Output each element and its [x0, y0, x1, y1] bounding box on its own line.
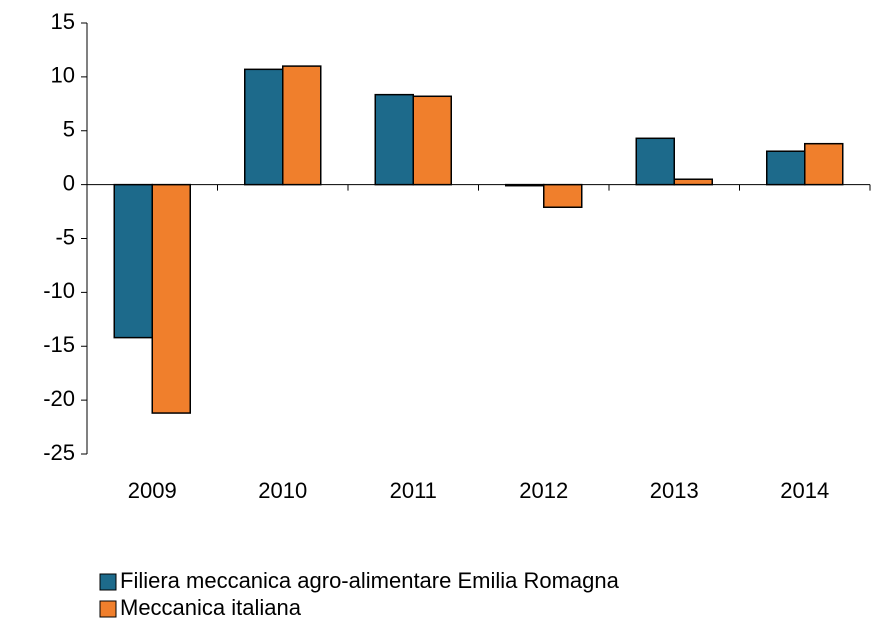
y-tick-label: 0 [63, 170, 75, 195]
bar [412, 95, 452, 186]
legend-swatch [99, 573, 117, 591]
x-tick-label: 2013 [650, 478, 699, 503]
x-tick-label: 2014 [780, 478, 829, 503]
bar [673, 178, 713, 186]
bar [374, 93, 414, 186]
bar [282, 65, 322, 186]
y-tick-label: 5 [63, 117, 75, 142]
bar [804, 142, 844, 186]
x-tick-label: 2010 [258, 478, 307, 503]
bar [635, 137, 675, 186]
bar [543, 183, 583, 209]
bar [151, 183, 191, 414]
legend-label: Filiera meccanica agro-alimentare Emilia… [120, 568, 620, 593]
x-tick-label: 2012 [519, 478, 568, 503]
y-tick-label: 10 [51, 63, 75, 88]
y-tick-label: -10 [43, 278, 75, 303]
y-tick-label: -15 [43, 332, 75, 357]
x-tick-label: 2011 [390, 478, 437, 503]
y-tick-label: -5 [55, 224, 75, 249]
legend-swatch [99, 600, 117, 618]
bar [113, 183, 153, 339]
legend-label: Meccanica italiana [120, 595, 302, 620]
x-tick-label: 2009 [128, 478, 177, 503]
bar [766, 150, 806, 186]
y-tick-label: -20 [43, 386, 75, 411]
bar [244, 68, 284, 186]
y-tick-label: -25 [43, 440, 75, 465]
y-tick-label: 15 [51, 9, 75, 34]
